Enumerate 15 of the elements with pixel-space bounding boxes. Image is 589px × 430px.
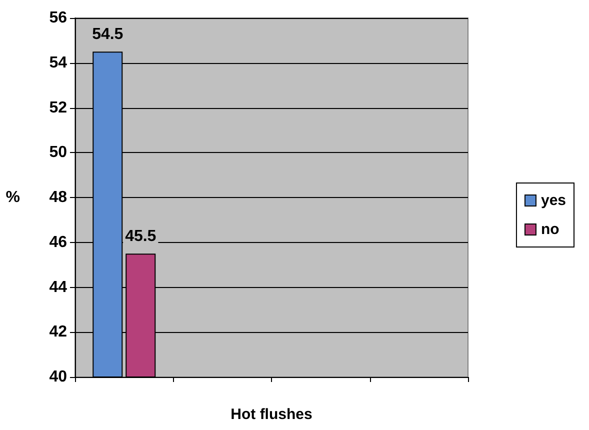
data-label: 54.5 [92, 26, 124, 44]
y-axis-title: % [6, 189, 20, 206]
data-label: 45.5 [125, 228, 156, 246]
y-tick-label: 48 [49, 189, 68, 206]
x-axis-title: Hot flushes [230, 406, 312, 423]
y-tick-label: 50 [49, 144, 68, 162]
legend-label: no [540, 221, 560, 238]
y-tick-label: 56 [49, 10, 68, 26]
y-tick-label: 44 [49, 278, 68, 296]
legend-label: yes [540, 192, 566, 209]
y-tick-label: 54 [49, 54, 68, 72]
y-tick-label: 42 [49, 324, 68, 341]
y-tick-label: 52 [49, 99, 68, 116]
y-tick-label: 40 [49, 368, 68, 386]
y-tick-label: 46 [49, 234, 68, 251]
